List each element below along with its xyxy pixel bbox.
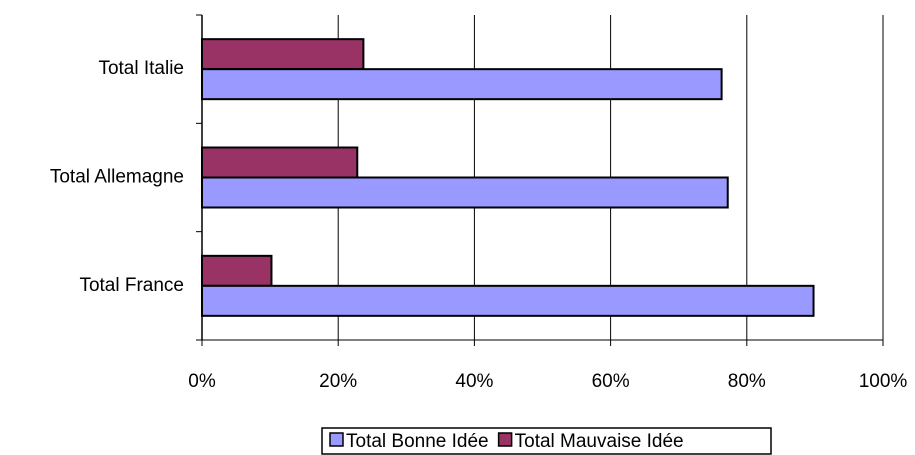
bar — [201, 38, 365, 71]
legend-label: Total Bonne Idée — [346, 431, 489, 452]
y-tick-label: Total Italie — [98, 58, 184, 79]
legend-box — [321, 427, 772, 455]
bar — [201, 254, 273, 287]
bar — [201, 146, 359, 179]
y-tick-label: Total France — [79, 275, 184, 296]
x-tick-label: 100% — [859, 371, 908, 392]
legend-swatch — [497, 432, 513, 447]
x-tick-label: 60% — [592, 371, 630, 392]
bar — [201, 284, 815, 317]
y-tick-label: Total Allemagne — [50, 167, 184, 188]
legend-swatch — [329, 432, 344, 447]
legend-label: Total Mauvaise Idée — [515, 431, 684, 452]
bar — [201, 68, 723, 101]
x-tick-label: 0% — [188, 371, 216, 392]
bar — [201, 176, 729, 209]
x-tick-label: 40% — [455, 371, 493, 392]
x-tick-label: 80% — [728, 371, 766, 392]
x-tick-label: 20% — [319, 371, 357, 392]
